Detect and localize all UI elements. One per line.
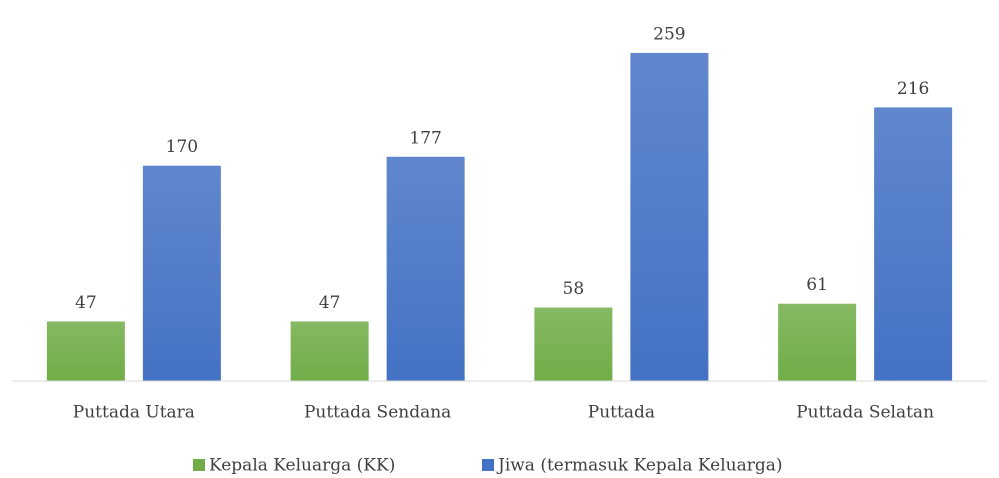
- bar: [142, 165, 221, 381]
- legend-label: Jiwa (termasuk Kepala Keluarga): [496, 456, 783, 476]
- bar: [630, 52, 709, 381]
- data-label: 177: [409, 128, 441, 148]
- bar: [778, 303, 857, 381]
- bar: [874, 107, 953, 382]
- x-tick-label: Puttada Sendana: [304, 403, 451, 423]
- data-label: 170: [166, 137, 198, 157]
- x-tick-label: Puttada Utara: [73, 403, 195, 423]
- legend-swatch: [482, 459, 494, 471]
- legend-swatch: [193, 459, 205, 471]
- x-tick-label: Puttada: [588, 403, 655, 423]
- data-label: 58: [563, 279, 585, 299]
- bar: [290, 321, 369, 381]
- data-label: 61: [806, 275, 828, 295]
- bar: [534, 307, 613, 381]
- legend-label: Kepala Keluarga (KK): [209, 456, 395, 476]
- bar: [46, 321, 125, 381]
- x-tick-label: Puttada Selatan: [796, 403, 934, 423]
- data-label: 259: [653, 24, 685, 44]
- data-label: 47: [75, 293, 97, 313]
- data-label: 216: [897, 79, 929, 99]
- data-label: 47: [319, 293, 341, 313]
- bar: [386, 156, 465, 381]
